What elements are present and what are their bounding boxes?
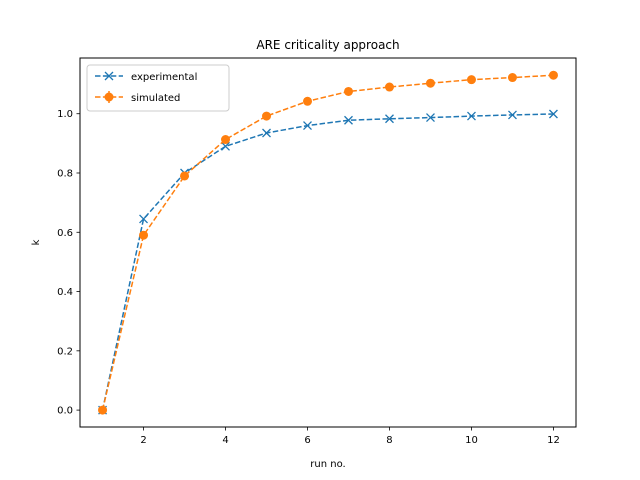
data-point-experimental [344,115,353,125]
y-tick-label: 0.4 [57,287,73,298]
data-point-experimental [508,110,517,120]
data-point-experimental [548,109,558,119]
x-tick-label: 8 [386,435,392,446]
x-axis-label: run no. [310,459,345,470]
x-tick-label: 12 [547,435,560,446]
data-point-experimental [221,141,230,151]
legend-entry-simulated: simulated [95,91,180,104]
y-axis-label: k [31,239,42,245]
y-tick-label: 1.0 [57,109,73,120]
x-tick-label: 10 [465,435,478,446]
x-tick-label: 2 [140,435,146,446]
data-point-experimental [426,113,435,123]
legend: experimental simulated [86,64,230,112]
series-line-experimental [101,113,554,411]
x-marker-icon [104,71,114,81]
data-point-simulated [262,111,272,121]
y-tick-label: 0.0 [57,406,73,417]
x-axis-ticks: 2 4 6 8 10 12 [140,427,560,446]
data-point-simulated [507,73,517,83]
data-point-simulated [221,135,231,145]
data-point-experimental [303,121,312,131]
data-point-simulated [139,230,149,240]
data-point-simulated [303,96,313,106]
y-tick-label: 0.6 [57,228,73,239]
y-tick-label: 0.2 [57,346,73,357]
chart-title: ARE criticality approach [256,38,399,52]
series-line-simulated [101,74,554,411]
legend-entry-experimental: experimental [95,71,197,83]
circle-marker-icon [104,92,114,102]
data-point-simulated [384,82,394,92]
data-point-experimental [467,111,476,121]
data-point-simulated [466,75,476,85]
legend-label-experimental: experimental [131,72,197,83]
data-point-experimental [139,214,148,224]
plot-area [80,58,576,427]
x-tick-label: 4 [222,435,228,446]
data-point-experimental [262,128,271,138]
y-axis-ticks: 0.0 0.2 0.4 0.6 0.8 1.0 [57,109,80,417]
data-point-simulated [548,70,558,80]
data-point-simulated [425,78,435,88]
plot-frame [79,57,577,428]
data-point-experimental [385,114,394,124]
data-point-simulated [98,405,108,415]
series-layer [98,70,558,415]
data-point-simulated [180,171,190,181]
y-tick-label: 0.8 [57,168,73,179]
data-point-simulated [343,86,353,96]
legend-label-simulated: simulated [131,93,180,104]
x-tick-label: 6 [304,435,310,446]
